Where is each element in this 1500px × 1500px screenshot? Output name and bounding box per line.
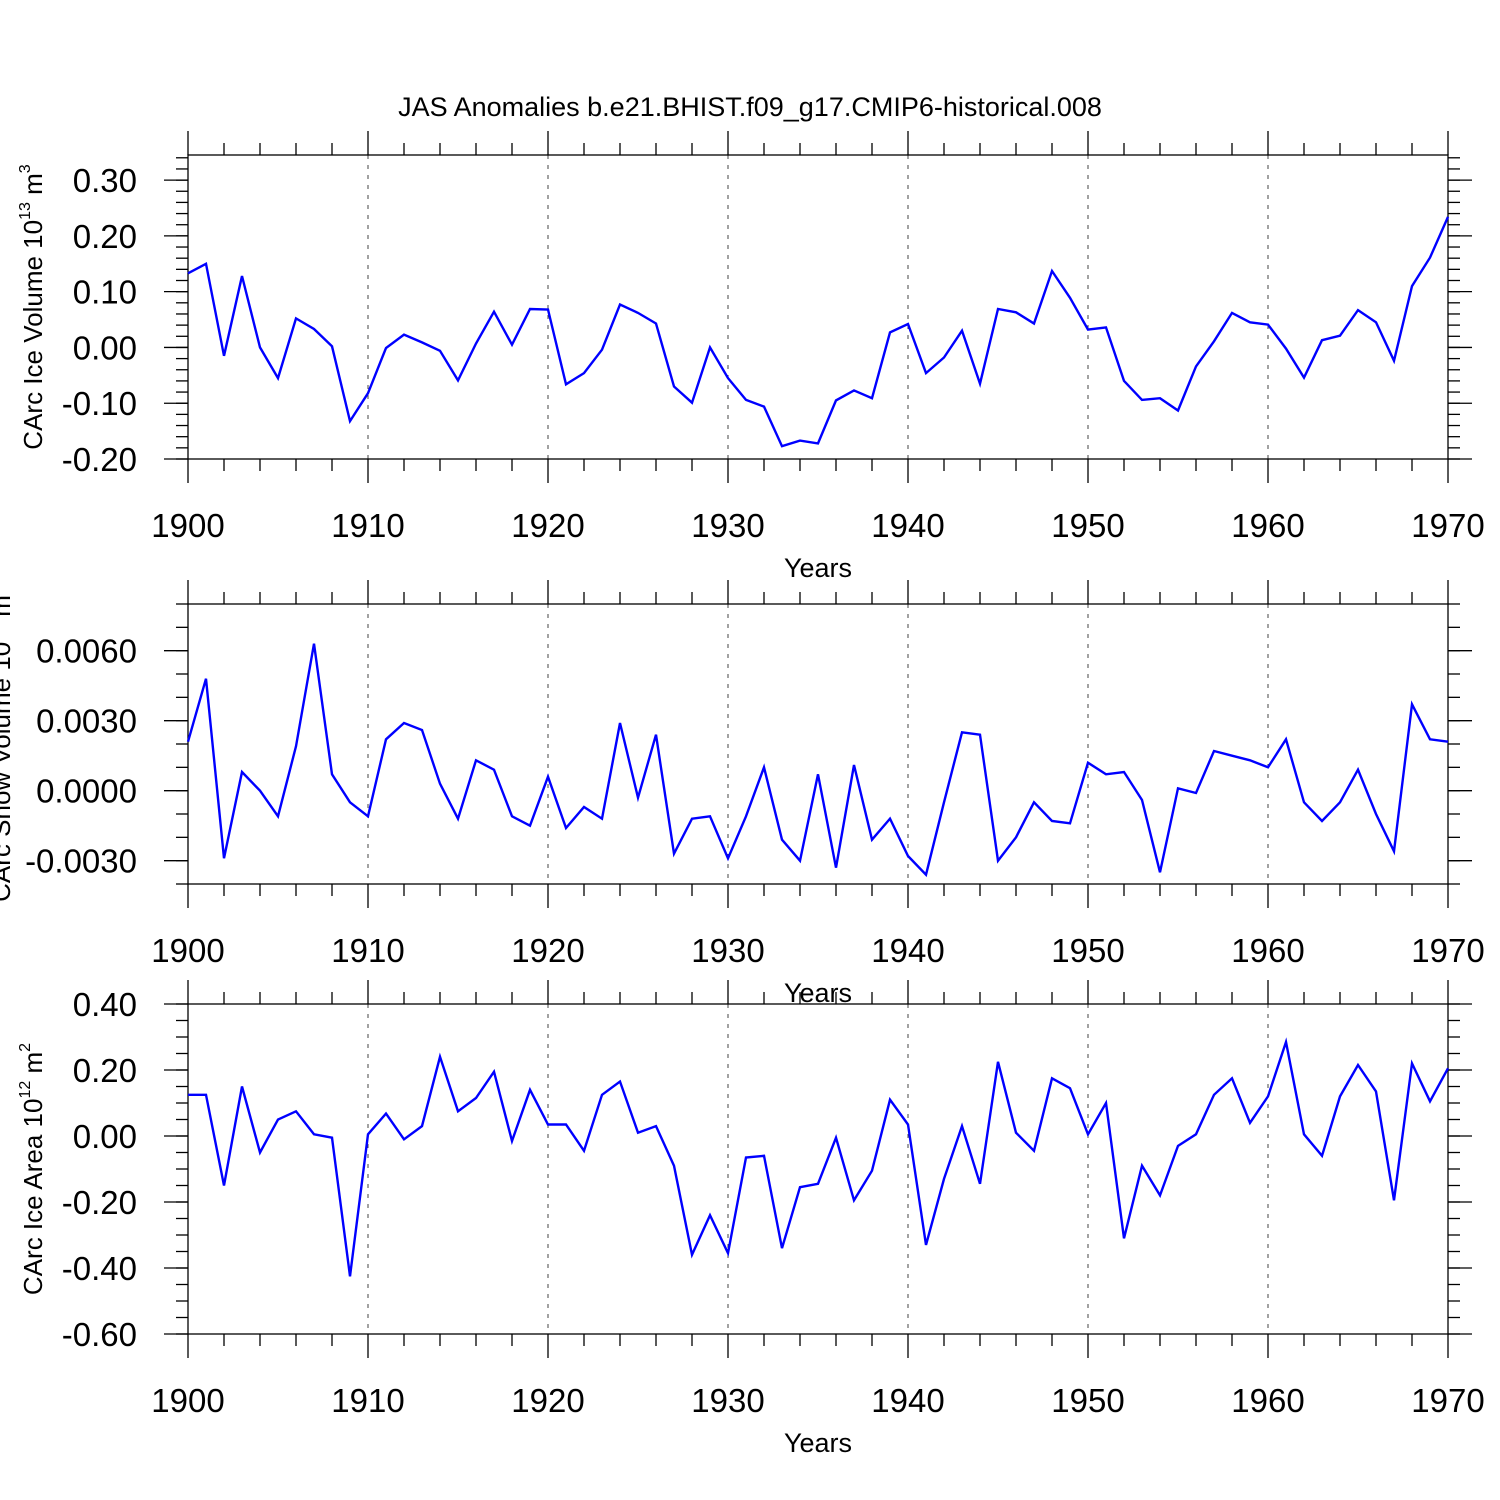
y-tick-label: 0.40 <box>73 986 137 1023</box>
y-axis-label-unit-exponent: 2 <box>17 1043 34 1052</box>
y-tick-label: 0.0000 <box>36 773 137 810</box>
x-tick-label: 1910 <box>331 507 404 544</box>
plot-frame <box>187 154 1449 460</box>
x-tick-label: 1920 <box>511 1382 584 1419</box>
y-axis-label: CArc Snow Volume 1013 m3 <box>0 586 16 902</box>
x-tick-label: 1950 <box>1051 1382 1124 1419</box>
x-tick-label: 1960 <box>1231 1382 1304 1419</box>
y-axis-label-unit: m <box>18 1052 48 1081</box>
x-tick-label: 1960 <box>1231 932 1304 969</box>
x-tick-label: 1900 <box>151 932 224 969</box>
figure-title: JAS Anomalies b.e21.BHIST.f09_g17.CMIP6-… <box>398 92 1102 122</box>
y-axis-label-unit-exponent: 3 <box>17 164 34 173</box>
y-axis-label-unit: m <box>18 173 48 202</box>
y-tick-label: -0.10 <box>62 385 137 422</box>
y-axis-label: CArc Ice Area 1012 m2 <box>17 1043 48 1295</box>
x-tick-label: 1940 <box>871 932 944 969</box>
x-tick-label: 1930 <box>691 932 764 969</box>
x-tick-label: 1920 <box>511 507 584 544</box>
x-tick-label: 1900 <box>151 507 224 544</box>
x-axis-label: Years <box>784 553 852 583</box>
y-tick-label: -0.40 <box>62 1250 137 1287</box>
panels: 1900 1910 1920 1930 1940 1950 1960 1970 Years -0.… <box>0 131 1485 1458</box>
y-axis-label-unit: m <box>0 595 16 624</box>
x-tick-label: 1930 <box>691 1382 764 1419</box>
y-tick-label: 0.10 <box>73 274 137 311</box>
y-axis-label-text: CArc Ice Volume 10 <box>18 220 48 450</box>
y-tick-label: 0.00 <box>73 329 137 366</box>
x-tick-label: 1900 <box>151 1382 224 1419</box>
chart-panel-2: 1900 1910 1920 1930 1940 1950 1960 1970 Years -0.… <box>0 580 1485 1008</box>
x-tick-label: 1940 <box>871 1382 944 1419</box>
y-tick-label: -0.20 <box>62 1184 137 1221</box>
y-axis-label-exponent: 13 <box>0 624 2 642</box>
x-tick-label: 1940 <box>871 507 944 544</box>
y-axis-label-text: CArc Ice Area 10 <box>18 1099 48 1296</box>
x-tick-label: 1970 <box>1411 507 1484 544</box>
x-tick-label: 1970 <box>1411 1382 1484 1419</box>
x-tick-label: 1920 <box>511 932 584 969</box>
x-tick-label: 1970 <box>1411 932 1484 969</box>
chart-panel-1: 1900 1910 1920 1930 1940 1950 1960 1970 Years -0.… <box>17 131 1485 583</box>
series-line <box>186 643 1449 878</box>
y-tick-label: 0.30 <box>73 162 137 199</box>
x-axis-label: Years <box>784 978 852 1008</box>
x-tick-label: 1960 <box>1231 507 1304 544</box>
y-tick-label: 0.0060 <box>36 633 137 670</box>
x-axis-label: Years <box>784 1428 852 1458</box>
y-tick-label: -0.20 <box>62 441 137 478</box>
y-tick-label: 0.20 <box>73 218 137 255</box>
x-tick-label: 1950 <box>1051 932 1124 969</box>
x-tick-label: 1950 <box>1051 507 1124 544</box>
x-tick-label: 1930 <box>691 507 764 544</box>
chart-panel-3: 1900 1910 1920 1930 1940 1950 1960 1970 Years -0.… <box>17 980 1485 1458</box>
y-tick-label: 0.20 <box>73 1052 137 1089</box>
y-tick-label: -0.0030 <box>25 843 137 880</box>
y-tick-label: 0.0030 <box>36 703 137 740</box>
y-tick-label: -0.60 <box>62 1316 137 1353</box>
y-axis-label-exponent: 12 <box>17 1081 34 1099</box>
y-axis-label-exponent: 13 <box>17 202 34 220</box>
y-axis-label-unit-exponent: 3 <box>0 586 2 595</box>
x-tick-label: 1910 <box>331 932 404 969</box>
series-line <box>187 216 1450 448</box>
y-tick-label: 0.00 <box>73 1118 137 1155</box>
y-axis-label-text: CArc Snow Volume 10 <box>0 642 16 902</box>
y-axis-label: CArc Ice Volume 1013 m3 <box>17 164 48 449</box>
x-tick-label: 1910 <box>331 1382 404 1419</box>
series-line <box>188 1037 1450 1277</box>
